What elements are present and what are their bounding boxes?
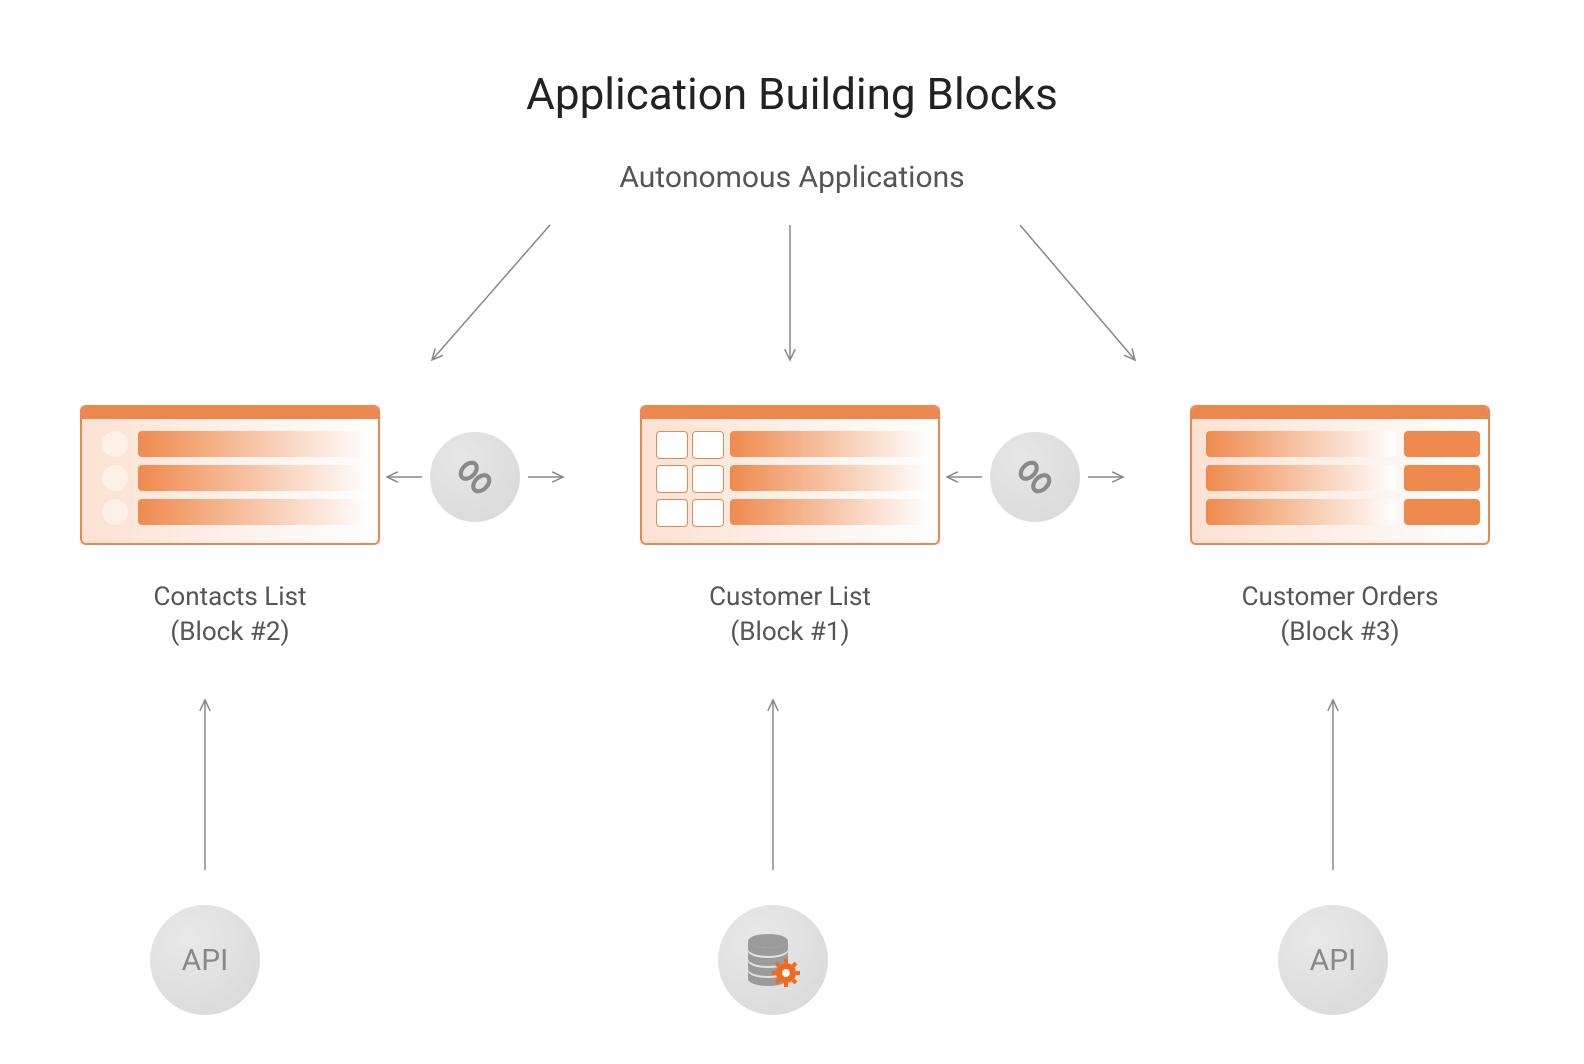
api-label: API [1310, 943, 1357, 978]
block3-line1: Customer Orders [1242, 582, 1439, 612]
api-label: API [182, 943, 229, 978]
link-icon [990, 432, 1080, 522]
block2-line1: Contacts List [154, 582, 307, 612]
page-title: Application Building Blocks [0, 68, 1584, 120]
block-customers-label: Customer List (Block #1) [610, 580, 970, 650]
api-badge: API [1278, 905, 1388, 1015]
block1-line2: (Block #1) [730, 617, 849, 647]
block3-line2: (Block #3) [1280, 617, 1399, 647]
link-icon [430, 432, 520, 522]
block1-line1: Customer List [709, 582, 871, 612]
page-subtitle: Autonomous Applications [0, 160, 1584, 195]
block-contacts-label: Contacts List (Block #2) [50, 580, 410, 650]
block-orders-label: Customer Orders (Block #3) [1160, 580, 1520, 650]
block2-line2: (Block #2) [170, 617, 289, 647]
block-contacts [80, 405, 380, 545]
block-customers [640, 405, 940, 545]
diagram-stage: Application Building Blocks Autonomous A… [0, 0, 1584, 1064]
api-badge: API [150, 905, 260, 1015]
database-icon [718, 905, 828, 1015]
block-orders [1190, 405, 1490, 545]
